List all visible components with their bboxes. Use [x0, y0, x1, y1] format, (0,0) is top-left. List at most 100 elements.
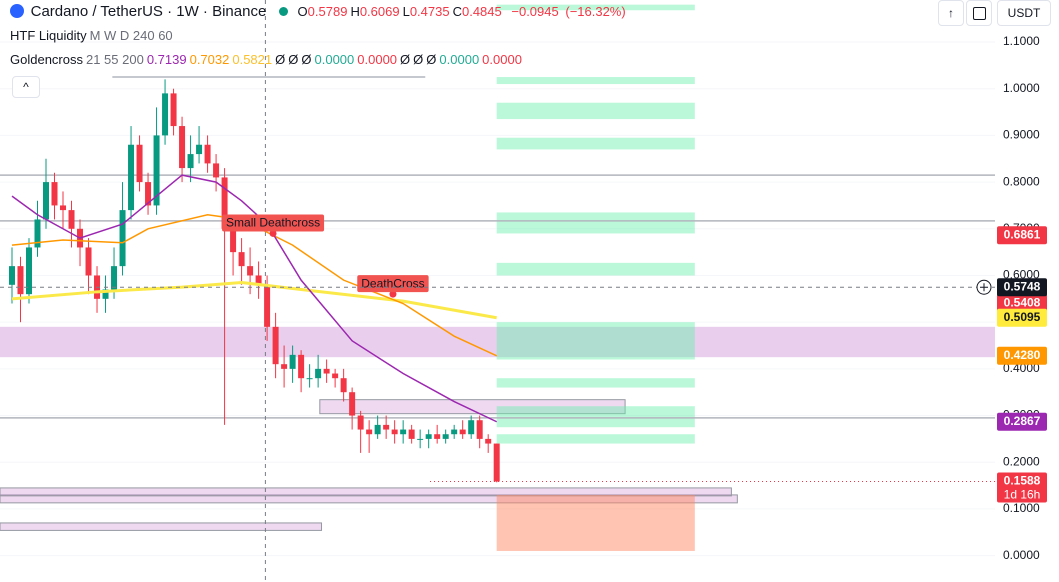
candle-body — [102, 289, 109, 299]
zone — [496, 77, 695, 85]
ohlc-value: 0.4845 — [461, 4, 502, 19]
zone — [496, 378, 695, 388]
price-badge-label: 0.6861 — [1004, 227, 1041, 241]
y-tick-label: 1.0000 — [1003, 81, 1040, 95]
y-tick-label: 0.2000 — [1003, 454, 1040, 468]
collapse-button[interactable]: ^ — [12, 76, 40, 98]
candle-body — [153, 135, 160, 206]
indicator-legend[interactable]: HTF Liquidity M W D 240 60 — [10, 28, 176, 43]
zone — [496, 212, 695, 234]
indicator-value: Ø — [275, 52, 286, 67]
annotation-label: Small Deathcross — [226, 216, 320, 230]
candle-body — [459, 429, 466, 435]
candle-body — [51, 182, 58, 206]
indicator-value: 0.0000 — [357, 52, 398, 67]
candle-body — [187, 154, 194, 169]
zone — [0, 522, 323, 531]
y-tick-label: 0.0000 — [1003, 548, 1040, 562]
indicator-value: 0.7139 — [146, 52, 187, 67]
annotation-dot — [389, 290, 397, 298]
candle-body — [128, 144, 135, 211]
candle-body — [111, 266, 118, 290]
zone — [319, 399, 626, 415]
candle-body — [8, 266, 15, 285]
candle-body — [340, 378, 347, 393]
symbol-legend: Cardano / TetherUS · 1W · Binance O0.578… — [10, 3, 629, 20]
indicator-value: Ø — [400, 52, 411, 67]
candle-body — [179, 126, 186, 169]
ohlc-value: 0.4735 — [409, 4, 450, 19]
price-badge-label: 0.4280 — [1004, 348, 1041, 362]
candle-body — [468, 420, 475, 435]
indicator-params: M W D 240 60 — [89, 28, 173, 43]
candle-body — [119, 210, 126, 267]
candle-body — [145, 182, 152, 206]
y-tick-label: 0.9000 — [1003, 128, 1040, 142]
annotation-label: DeathCross — [361, 276, 424, 290]
zone — [496, 4, 695, 11]
price-badge — [997, 346, 1047, 365]
candle-body — [281, 364, 288, 369]
ohlc-key: L — [402, 4, 410, 19]
indicator-value: Ø — [426, 52, 437, 67]
candle-body — [383, 424, 390, 430]
candle-body — [417, 438, 424, 440]
zone — [496, 434, 695, 444]
indicator-name: HTF Liquidity — [10, 28, 87, 43]
candle-body — [60, 205, 67, 211]
price-badge — [997, 472, 1047, 503]
zone — [496, 137, 695, 150]
currency-button[interactable]: USDT — [997, 0, 1051, 26]
candle-body — [196, 144, 203, 155]
candle-body — [264, 284, 271, 327]
coin-icon — [10, 4, 24, 18]
price-badge-label: 0.2867 — [1004, 414, 1041, 428]
price-badge-label: 0.5095 — [1004, 310, 1041, 324]
candle-body — [136, 144, 143, 183]
candle-body — [230, 228, 237, 253]
candle-body — [238, 252, 245, 267]
fullscreen-button[interactable] — [966, 0, 992, 26]
indicator-name: Goldencross — [10, 52, 83, 67]
price-badge — [997, 226, 1047, 245]
candle-body — [349, 392, 356, 416]
candle-body — [391, 429, 398, 435]
candle-body — [332, 373, 339, 379]
price-badge — [997, 278, 1047, 297]
candle-body — [306, 378, 313, 380]
indicator-legend[interactable]: Goldencross 21 55 200 0.7139 0.7032 0.5821 Ø Ø… — [10, 52, 525, 67]
indicator-params: 21 55 200 — [85, 52, 144, 67]
up-button[interactable]: ↑ — [938, 0, 964, 26]
candle-body — [315, 368, 322, 379]
change-pct: (−16.32%) — [565, 4, 626, 19]
candle-body — [213, 163, 220, 178]
y-tick-label: 0.6000 — [1003, 268, 1040, 282]
zone — [0, 326, 995, 358]
candle-body — [204, 144, 211, 164]
market-dot — [278, 7, 288, 16]
zone — [496, 322, 695, 360]
price-badge-label: 0.5748 — [1004, 279, 1041, 293]
candle-body — [255, 275, 262, 285]
change: −0.0945 — [511, 4, 559, 19]
candle-body — [400, 429, 407, 435]
candle-body — [451, 429, 458, 435]
indicator-value: Ø — [288, 52, 299, 67]
candle-body — [17, 266, 24, 295]
annotation-dot — [269, 229, 277, 237]
candle-body — [425, 434, 432, 439]
price-badge — [997, 308, 1047, 327]
zone — [496, 494, 695, 551]
candle-body — [34, 219, 41, 248]
indicator-value: Ø — [301, 52, 312, 67]
indicator-value: 0.0000 — [314, 52, 355, 67]
candle-body — [408, 429, 415, 439]
candle-body — [170, 93, 177, 127]
zone — [496, 406, 695, 428]
ohlc-key: C — [452, 4, 462, 19]
candle-body — [25, 247, 32, 295]
crosshair-plus-icon — [980, 283, 988, 292]
candle-body — [247, 266, 254, 276]
price-badge-label: 0.1588 — [1004, 474, 1041, 488]
